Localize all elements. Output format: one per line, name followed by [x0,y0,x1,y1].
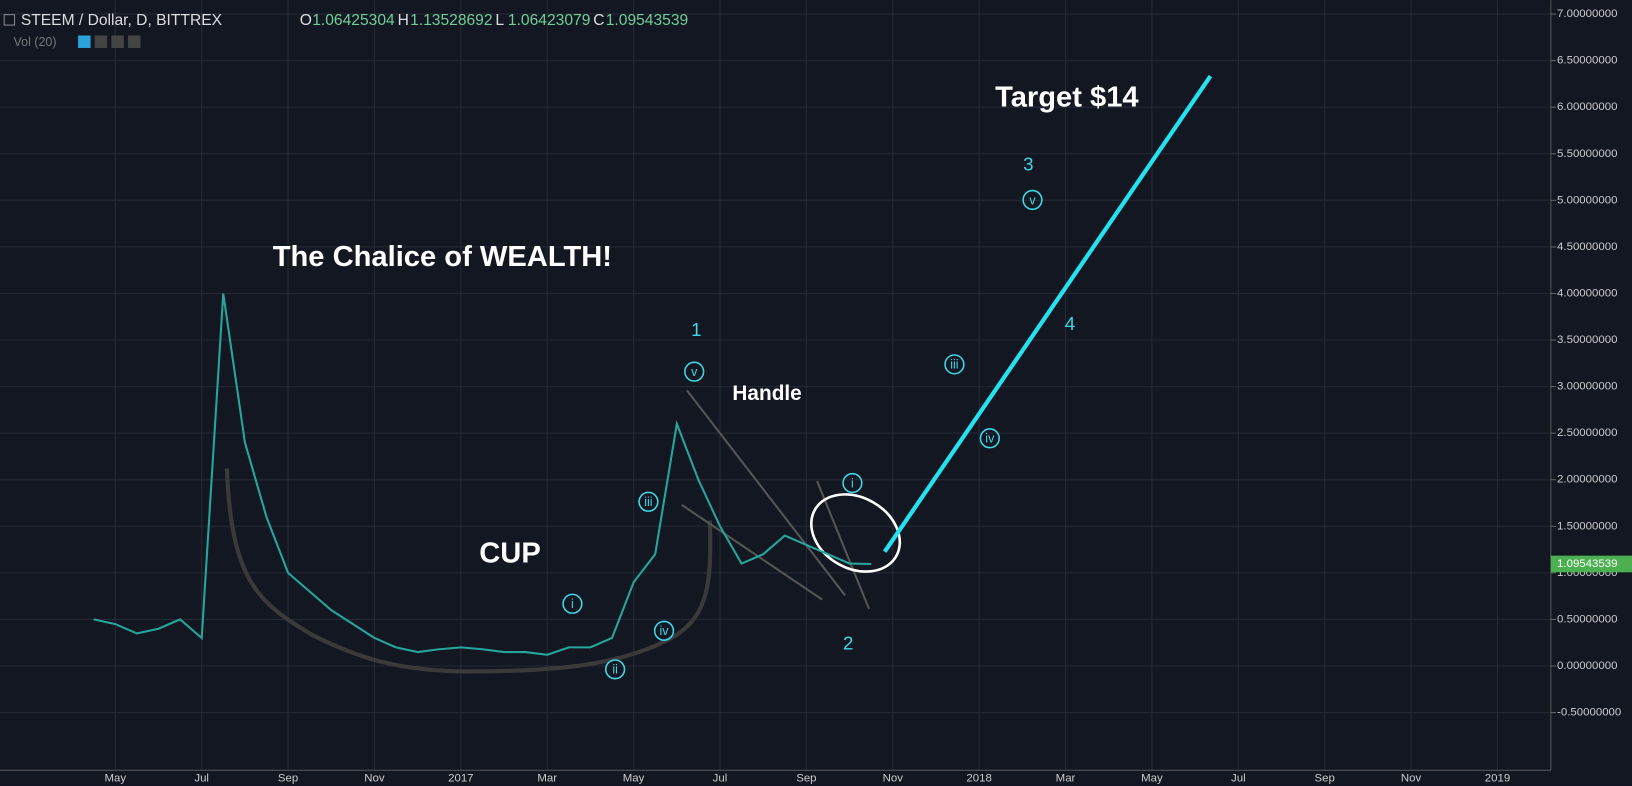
wave-circle [653,620,675,641]
y-tick-label: 0.50000000 [1557,613,1617,625]
y-tick-label: 3.50000000 [1557,334,1617,346]
plot: The Chalice of WEALTH! CUP Handle Target $1… [93,82,1139,680]
x-tick-label: Jul [194,773,209,785]
annotation: Handle [732,382,801,405]
y-tick-label: 3.00000000 [1557,381,1617,393]
annotation: CUP [479,538,541,570]
y-tick-label: 4.00000000 [1557,287,1617,299]
wave-circle [944,354,965,375]
annotation: The Chalice of WEALTH! [273,241,612,273]
indicator-icon[interactable] [78,35,91,48]
y-axis-panel [1550,0,1632,786]
ohlc-label: C [593,12,604,29]
x-tick-label: Sep [1315,773,1335,785]
wave-circled-label: i [851,476,854,490]
wave-circle [1022,189,1043,211]
y-tick-label: 1.50000000 [1557,520,1617,532]
y-tick-label: 2.50000000 [1557,427,1617,439]
x-tick-label: Nov [1401,773,1422,785]
y-tick-label: 0.00000000 [1557,660,1617,672]
x-tick-label: Jul [713,773,728,785]
wave-label: 1 [691,319,701,340]
indicator-icon[interactable] [94,35,108,48]
x-tick-label: Nov [364,773,385,785]
wave-circled-label: v [1029,193,1036,207]
axes: -0.500000000.000000000.500000001.0000000… [104,8,1632,785]
focus-ellipse [809,493,902,573]
wave-circled-label: iii [644,495,652,509]
wave-circle [604,659,626,680]
wave-circle [979,428,1000,449]
x-tick-label: 2018 [966,773,991,785]
wave-circle [684,361,705,382]
projection-line [882,74,1213,553]
price-line [93,293,872,656]
handle-line [681,504,823,601]
annotation: Target $14 [995,82,1139,114]
y-tick-label: 5.50000000 [1557,148,1617,160]
wave-label: 2 [843,632,853,653]
x-tick-label: Nov [883,773,904,785]
ohlc-value: 1.06425304 [312,12,395,29]
wave-circled-label: ii [612,663,618,677]
y-tick-label: -0.50000000 [1557,707,1621,719]
wave-circle [842,472,863,494]
wave-circled-label: iv [660,624,670,638]
collapse-icon[interactable] [3,14,16,26]
wave-label: 4 [1065,313,1075,334]
x-tick-label: 2019 [1485,773,1510,785]
x-tick-label: Mar [1056,773,1076,785]
x-tick-label: Mar [537,773,557,785]
wave-circled-label: iii [950,358,958,372]
x-tick-label: May [1141,773,1163,785]
last-price-tag [1550,555,1632,573]
ohlc: O 1.06425304 H 1.13528692 L 1.06423079 C 1.0954… [300,12,688,29]
x-tick-label: 2017 [448,773,473,785]
ohlc-value: 1.06423079 [508,12,590,29]
y-tick-label: 6.50000000 [1557,55,1617,67]
handle-line [816,480,871,610]
wave-circle [562,593,583,614]
handle-line [686,389,846,597]
ohlc-label: L [495,12,504,29]
wave-circled-label: v [691,365,698,379]
x-tick-label: May [104,773,126,785]
wave-circled-label: i [571,597,574,611]
y-tick-label: 2.00000000 [1557,474,1617,486]
cup-curve [224,468,713,674]
ohlc-value: 1.09543539 [606,12,688,29]
x-tick-label: May [623,773,645,785]
indicator-icon[interactable] [128,35,141,48]
ohlc-value: 1.13528692 [410,12,492,29]
indicator: Vol (20) [14,35,57,49]
y-tick-label: 7.00000000 [1557,8,1617,20]
wave-circled-label: iv [985,432,995,446]
x-tick-label: Jul [1231,773,1246,785]
symbol: STEEM / Dollar, D, BITTREX [21,12,223,29]
grid [0,0,1551,771]
indicator-icon[interactable] [111,35,124,48]
last-price-label: 1.09543539 [1557,558,1617,570]
wave-circle [638,491,659,512]
x-tick-label: Sep [796,773,816,785]
y-tick-label: 6.00000000 [1557,101,1617,113]
y-tick-label: 5.00000000 [1557,194,1617,206]
ohlc-label: O [300,12,312,29]
ohlc-label: H [398,12,409,29]
wave-label: 3 [1023,154,1033,175]
y-tick-label: 4.50000000 [1557,241,1617,253]
x-tick-label: Sep [278,773,298,785]
